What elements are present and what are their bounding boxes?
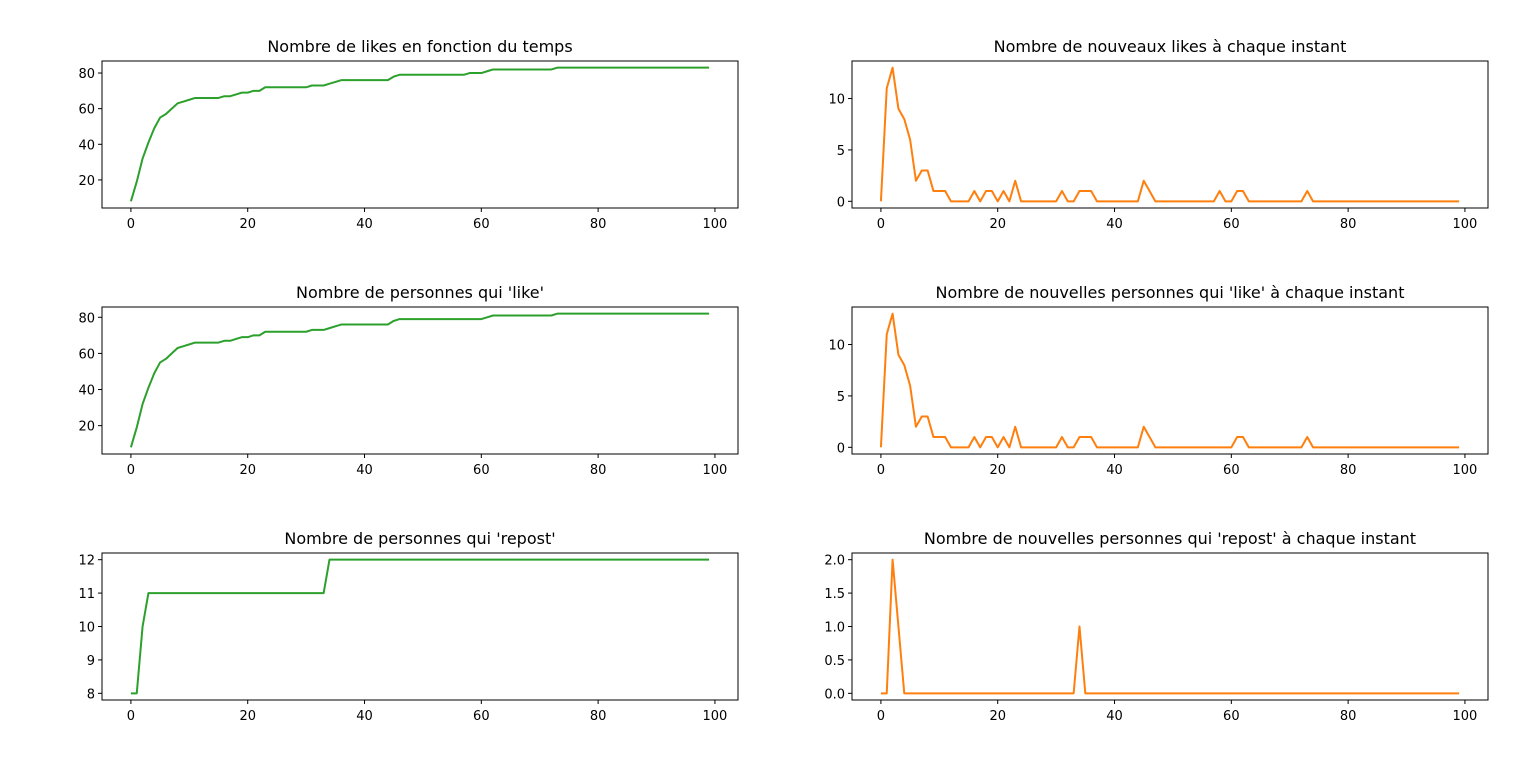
y-tick-label: 10	[828, 339, 845, 354]
chart-title: Nombre de personnes qui 'like'	[296, 283, 544, 302]
series-line	[129, 312, 710, 448]
x-tick-label: 100	[703, 709, 728, 724]
y-tick-label: 60	[78, 103, 95, 118]
chart-title: Nombre de personnes qui 'repost'	[284, 529, 555, 548]
series-line	[879, 312, 1460, 449]
y-tick-label: 20	[78, 174, 95, 189]
axes-frame	[851, 306, 1489, 455]
x-tick-label: 80	[1340, 709, 1357, 724]
subplot-new-people-repost: Nombre de nouvelles personnes qui 'repos…	[824, 529, 1489, 724]
subplot-new-people-like: Nombre de nouvelles personnes qui 'like'…	[828, 283, 1489, 478]
x-tick-label: 60	[1223, 463, 1240, 478]
x-tick-label: 20	[989, 217, 1006, 232]
x-tick-label: 0	[127, 217, 135, 232]
subplot-people-like: Nombre de personnes qui 'like' 0 20 40 60 80…	[78, 283, 739, 478]
y-tick-label: 10	[828, 93, 845, 108]
x-tick-label: 40	[1106, 217, 1123, 232]
chart-title: Nombre de nouvelles personnes qui 'like'…	[936, 283, 1405, 302]
x-tick-label: 0	[877, 463, 885, 478]
y-tick-label: 8	[87, 687, 95, 702]
y-tick-label: 2.0	[824, 554, 845, 569]
x-tick-label: 20	[239, 217, 256, 232]
x-tick-label: 40	[356, 217, 373, 232]
x-tick-label: 0	[127, 463, 135, 478]
series-line	[879, 66, 1460, 203]
x-tick-label: 20	[239, 709, 256, 724]
x-tick-label: 100	[1453, 217, 1478, 232]
x-tick-label: 20	[239, 463, 256, 478]
x-tick-label: 100	[703, 217, 728, 232]
x-tick-label: 40	[356, 709, 373, 724]
x-tick-label: 20	[989, 463, 1006, 478]
x-tick-label: 60	[473, 217, 490, 232]
y-tick-label: 0	[837, 441, 845, 456]
x-tick-label: 60	[1223, 217, 1240, 232]
x-tick-label: 40	[1106, 463, 1123, 478]
x-tick-label: 40	[1106, 709, 1123, 724]
chart-title: Nombre de nouveaux likes à chaque instan…	[994, 37, 1347, 56]
x-tick-label: 100	[703, 463, 728, 478]
x-tick-label: 60	[1223, 709, 1240, 724]
subplot-likes-total: Nombre de likes en fonction du temps 0 20…	[78, 37, 739, 232]
x-tick-label: 100	[1453, 709, 1478, 724]
axes-frame	[101, 306, 739, 455]
x-tick-label: 0	[127, 709, 135, 724]
subplot-people-repost: Nombre de personnes qui 'repost' 0 20 40 60…	[78, 529, 739, 724]
axes-frame	[101, 60, 739, 209]
x-tick-label: 80	[1340, 217, 1357, 232]
y-tick-label: 10	[78, 621, 95, 636]
y-tick-label: 5	[837, 144, 845, 159]
series-line	[880, 558, 1460, 695]
axes-frame	[851, 60, 1489, 209]
x-tick-label: 40	[356, 463, 373, 478]
x-tick-label: 20	[989, 709, 1006, 724]
y-tick-label: 40	[78, 384, 95, 399]
series-line	[130, 558, 710, 695]
chart-title: Nombre de nouvelles personnes qui 'repos…	[924, 529, 1416, 548]
chart-title: Nombre de likes en fonction du temps	[267, 37, 572, 56]
x-tick-label: 80	[1340, 463, 1357, 478]
y-tick-label: 9	[87, 654, 95, 669]
y-tick-label: 60	[78, 347, 95, 362]
y-tick-label: 20	[78, 420, 95, 435]
subplot-new-likes: Nombre de nouveaux likes à chaque instan…	[828, 37, 1489, 232]
y-tick-label: 0.0	[824, 687, 845, 702]
x-tick-label: 80	[590, 463, 607, 478]
y-tick-label: 0.5	[824, 654, 845, 669]
x-tick-label: 0	[877, 709, 885, 724]
x-tick-label: 60	[473, 709, 490, 724]
x-tick-label: 80	[590, 217, 607, 232]
series-line	[129, 66, 710, 202]
y-tick-label: 5	[837, 390, 845, 405]
x-tick-label: 100	[1453, 463, 1478, 478]
y-tick-label: 80	[78, 311, 95, 326]
x-tick-label: 80	[590, 709, 607, 724]
y-tick-label: 80	[78, 67, 95, 82]
y-tick-label: 0	[837, 195, 845, 210]
x-tick-label: 0	[877, 217, 885, 232]
y-tick-label: 40	[78, 138, 95, 153]
y-tick-label: 1.5	[824, 587, 845, 602]
y-tick-label: 1.0	[824, 621, 845, 636]
y-tick-label: 12	[78, 554, 95, 569]
y-tick-label: 11	[78, 587, 95, 602]
x-tick-label: 60	[473, 463, 490, 478]
